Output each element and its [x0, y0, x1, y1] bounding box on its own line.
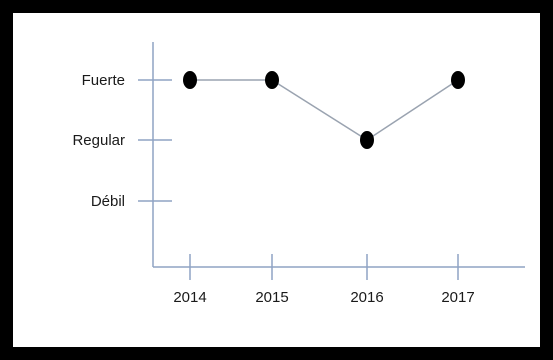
y-axis-ticks: Débil Regular Fuerte [72, 72, 172, 210]
y-tick-label: Débil [91, 193, 125, 210]
data-point [265, 71, 279, 89]
series-segment [271, 79, 368, 141]
x-tick-label: 2017 [441, 289, 474, 306]
data-point [451, 71, 465, 89]
data-point [360, 131, 374, 149]
x-axis-ticks: 2014 2015 2016 2017 [173, 254, 475, 306]
series-segment [366, 79, 459, 141]
series-line [190, 79, 459, 141]
x-tick-label: 2015 [255, 289, 288, 306]
y-tick-label: Regular [72, 132, 125, 149]
x-tick-label: 2016 [350, 289, 383, 306]
x-tick-label: 2014 [173, 289, 206, 306]
data-point [183, 71, 197, 89]
y-tick-label: Fuerte [82, 72, 125, 89]
data-points [183, 71, 465, 149]
